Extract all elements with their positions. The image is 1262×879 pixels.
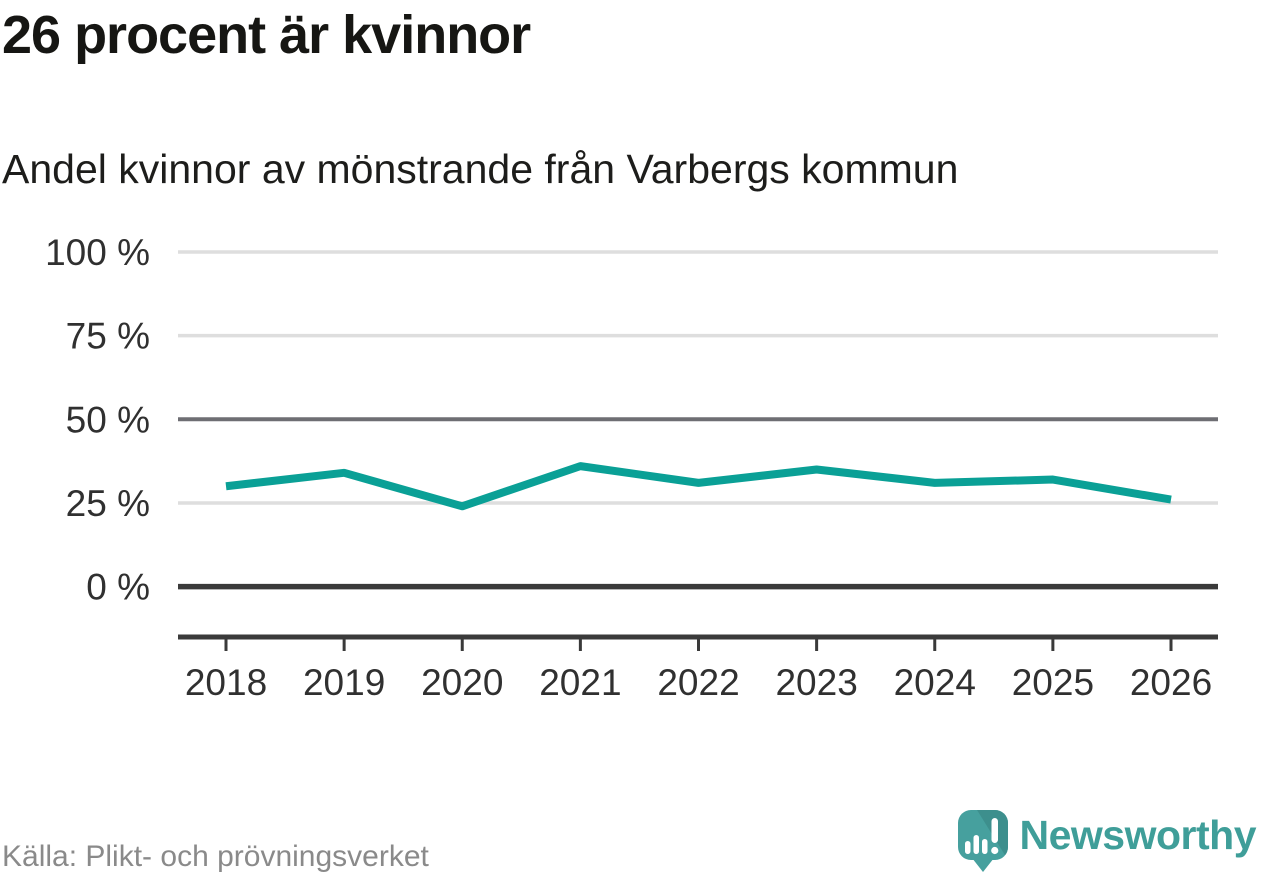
x-tick-label: 2020: [421, 662, 503, 703]
data-line: [225, 462, 1172, 511]
line-chart: 100 % 75 % 50 % 25 % 0 % 2018 2019 2020 2021 2022…: [45, 232, 1218, 703]
chart-subtitle: Andel kvinnor av mönstrande från Varberg…: [2, 146, 959, 192]
newsworthy-logo-text: Newsworthy: [1019, 812, 1257, 858]
y-tick-label: 100 %: [45, 232, 150, 273]
x-tick-label: 2021: [539, 662, 621, 703]
chart-title: 26 procent är kvinnor: [2, 5, 531, 65]
bar-chart-glyph: [964, 818, 998, 855]
source-note: Källa: Plikt- och prövningsverket: [2, 840, 429, 873]
y-tick-label: 50 %: [66, 399, 150, 440]
y-tick-label: 25 %: [66, 483, 150, 524]
x-tick-label: 2018: [185, 662, 267, 703]
x-tick-label: 2025: [1012, 662, 1094, 703]
exclamation-icon: [991, 818, 998, 843]
x-tick-label: 2026: [1130, 662, 1212, 703]
y-tick-label: 75 %: [66, 316, 150, 357]
x-tick-label: 2023: [775, 662, 857, 703]
x-tick-label: 2019: [303, 662, 385, 703]
y-tick-label: 0 %: [86, 567, 150, 608]
x-tick-label: 2022: [657, 662, 739, 703]
newsworthy-logo-icon: [957, 810, 1008, 872]
x-tick-label: 2024: [894, 662, 976, 703]
newsworthy-logo: Newsworthy: [957, 810, 1257, 872]
